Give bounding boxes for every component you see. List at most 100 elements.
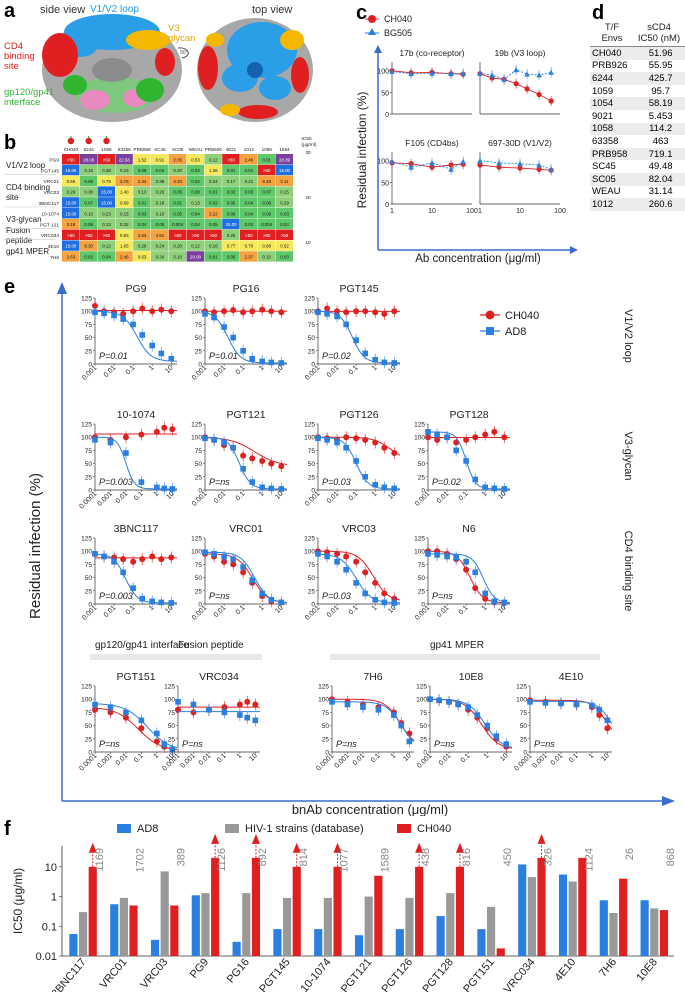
strain-count: 450 bbox=[502, 848, 514, 866]
heatmap-cell bbox=[275, 186, 293, 197]
group-label: gp41 MPER bbox=[430, 640, 484, 651]
cell-value: 2.46 bbox=[245, 157, 254, 162]
data-point bbox=[353, 337, 359, 344]
data-point bbox=[344, 701, 351, 708]
y-tick-label: 0 bbox=[198, 362, 202, 369]
column-header: 1059 bbox=[101, 147, 112, 152]
ic50-value: 58.19 bbox=[648, 98, 673, 110]
data-point bbox=[465, 704, 471, 710]
cell-value: 0.05 bbox=[156, 222, 165, 227]
cell-value: 0.79 bbox=[102, 179, 111, 184]
strain-count: 326 bbox=[543, 848, 555, 866]
x-tick-label: 0.001 bbox=[191, 490, 208, 507]
data-point bbox=[107, 439, 114, 446]
virus-icon bbox=[103, 136, 110, 145]
group-bar bbox=[330, 654, 600, 660]
cell-value: 0.02 bbox=[245, 222, 254, 227]
x-tick-label: 0.01 bbox=[213, 364, 228, 379]
cell-value: 0.06 bbox=[84, 179, 93, 184]
data-point bbox=[153, 738, 160, 745]
cell-value: 0.26 bbox=[156, 190, 165, 195]
y-axis-label: IC50 (μg/ml) bbox=[11, 868, 25, 934]
bar bbox=[477, 929, 486, 956]
heatmap-cell bbox=[151, 186, 169, 197]
cell-value: 0.02 bbox=[84, 255, 93, 260]
data-point bbox=[604, 725, 611, 732]
category-label: PGT121 bbox=[339, 956, 375, 992]
heatmap-cell bbox=[115, 218, 133, 230]
heatmap-cell bbox=[240, 164, 258, 176]
cell-value: 0.19 bbox=[120, 168, 129, 173]
panel-c: Residual infection (%) Ab concentration (… bbox=[350, 0, 590, 265]
y-tick-label: 25 bbox=[308, 474, 316, 481]
data-point bbox=[315, 435, 321, 442]
data-point bbox=[484, 722, 490, 729]
heatmap-cell bbox=[222, 251, 240, 262]
row-label: VRC034 bbox=[41, 233, 59, 239]
cell-value: 0.01 bbox=[262, 157, 271, 162]
data-point bbox=[168, 355, 175, 362]
cell-value: 0.06 bbox=[227, 255, 236, 260]
cell-value: 0.02 bbox=[191, 179, 200, 184]
data-point bbox=[463, 436, 470, 443]
heatmap-cell bbox=[257, 186, 276, 197]
env-name: 1059 bbox=[592, 85, 614, 97]
subplot-title: PGT145 bbox=[339, 283, 378, 295]
y-tick-label: 125 bbox=[304, 422, 315, 429]
data-point bbox=[460, 158, 466, 164]
heatmap-cell bbox=[151, 229, 169, 240]
data-point bbox=[391, 308, 398, 315]
y-tick-label: 50 bbox=[381, 180, 389, 187]
protein-structures bbox=[42, 14, 313, 122]
data-point bbox=[589, 702, 595, 709]
heatmap-cell bbox=[151, 240, 169, 251]
cell-value: 0.04 bbox=[245, 211, 254, 216]
cell-value: >50 bbox=[67, 157, 75, 162]
bar bbox=[446, 893, 455, 956]
heatmap-cell bbox=[168, 197, 187, 208]
arrow-head-icon bbox=[374, 45, 382, 53]
table-row: SC05 82.04 bbox=[590, 172, 685, 186]
x-tick-label: 1 bbox=[258, 364, 266, 372]
y-tick-label: 75 bbox=[418, 448, 426, 455]
subplot-title: PG9 bbox=[125, 283, 146, 295]
data-point bbox=[482, 484, 488, 491]
data-point bbox=[278, 599, 285, 606]
data-point bbox=[372, 596, 378, 603]
heatmap-cell bbox=[133, 175, 151, 186]
cell-value: 15.00 bbox=[65, 244, 77, 249]
ic50-value: 114.2 bbox=[649, 123, 673, 135]
heatmap-cell bbox=[62, 186, 80, 197]
data-point bbox=[453, 439, 460, 446]
heatmap-cell bbox=[240, 154, 258, 165]
data-point bbox=[353, 580, 359, 586]
cell-value: 0.03 bbox=[280, 222, 289, 227]
cell-value: 0.05 bbox=[173, 211, 182, 216]
group-label: CD4 binding bbox=[6, 183, 50, 192]
data-point bbox=[372, 439, 379, 446]
x-tick-label: 0.01 bbox=[436, 490, 451, 505]
legend-text: BG505 bbox=[384, 28, 412, 38]
x-tick-label: 0.01 bbox=[436, 604, 451, 619]
data-point bbox=[111, 558, 117, 565]
row-label: VRC03 bbox=[44, 190, 60, 196]
category-label: 10-1074 bbox=[298, 956, 333, 992]
cell-value: >50 bbox=[263, 168, 271, 173]
heatmap-cell bbox=[168, 251, 187, 262]
ic50-value: 82.04 bbox=[648, 173, 673, 185]
category-label: PGT151 bbox=[461, 956, 497, 992]
x-tick-label: 0.1 bbox=[458, 604, 470, 616]
env-name: 6244 bbox=[592, 72, 614, 84]
bar bbox=[415, 866, 424, 956]
strain-count: 892 bbox=[257, 848, 269, 866]
data-point bbox=[120, 569, 126, 576]
data-point bbox=[391, 600, 398, 606]
subplot-title: 10E8 bbox=[459, 671, 484, 683]
x-tick-label: 0.01 bbox=[103, 364, 118, 379]
data-point bbox=[230, 556, 236, 562]
y-tick-label: 75 bbox=[322, 710, 330, 717]
cell-value: 0.52 bbox=[280, 244, 289, 249]
virus-body bbox=[85, 137, 92, 145]
bar bbox=[119, 897, 128, 956]
env-name: SC05 bbox=[592, 173, 616, 185]
